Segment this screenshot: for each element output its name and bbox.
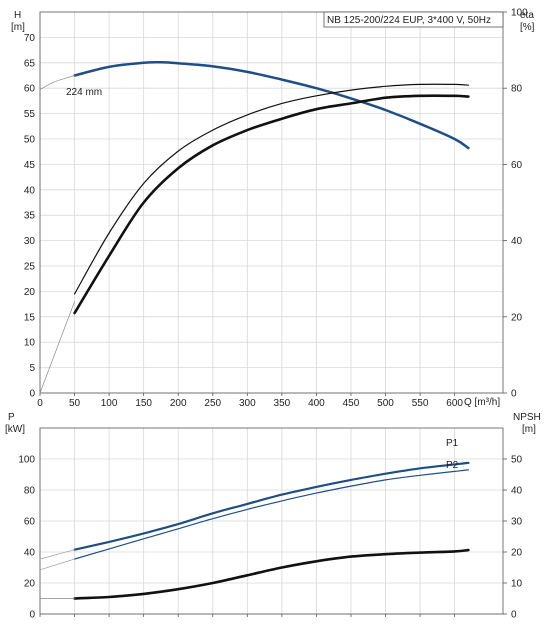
bot-right-tick-label-0: 0 bbox=[511, 610, 517, 621]
p2-curve-label: P2 bbox=[446, 460, 459, 471]
bot-right-tick-label-20: 20 bbox=[511, 548, 523, 559]
eta-axis-title: eta bbox=[520, 10, 534, 21]
top-x-tick-label-300: 300 bbox=[239, 398, 256, 409]
top-right-tick-label-60: 60 bbox=[511, 160, 523, 171]
top-x-tick-label-0: 0 bbox=[37, 398, 43, 409]
head-axis-unit: [m] bbox=[11, 22, 25, 33]
top-x-tick-label-250: 250 bbox=[204, 398, 221, 409]
top-right-tick-labels: 0 20 40 60 80 100 bbox=[503, 8, 528, 400]
top-series-line-1 bbox=[39, 75, 75, 91]
top-left-tick-label-65: 65 bbox=[24, 58, 36, 69]
bot-series-line-3 bbox=[39, 558, 75, 571]
top-x-tick-label-550: 550 bbox=[412, 398, 429, 409]
top-right-tick-label-40: 40 bbox=[511, 236, 523, 247]
top-x-tick-label-400: 400 bbox=[308, 398, 325, 409]
top-left-tick-label-20: 20 bbox=[24, 287, 36, 298]
bottom-left-tick-labels: 0 20 40 60 80 100 bbox=[18, 455, 35, 621]
top-x-tick-label-450: 450 bbox=[343, 398, 360, 409]
bottom-right-tick-labels: 0 10 20 30 40 50 bbox=[503, 455, 523, 621]
bottom-series-group bbox=[39, 461, 470, 600]
bot-left-tick-label-60: 60 bbox=[24, 517, 36, 528]
bot-left-tick-label-100: 100 bbox=[18, 455, 35, 466]
top-right-tick-label-80: 80 bbox=[511, 84, 523, 95]
top-left-tick-label-60: 60 bbox=[24, 84, 36, 95]
top-x-tick-label-200: 200 bbox=[170, 398, 187, 409]
bot-series-line-1 bbox=[74, 469, 469, 560]
top-x-tick-label-600: 600 bbox=[446, 398, 463, 409]
top-x-tick-label-50: 50 bbox=[69, 398, 81, 409]
bot-series-line-2 bbox=[39, 549, 75, 560]
npsh-axis-unit: [m] bbox=[522, 424, 536, 435]
top-left-tick-label-55: 55 bbox=[24, 109, 36, 120]
top-left-tick-label-35: 35 bbox=[24, 211, 36, 222]
top-x-tick-label-500: 500 bbox=[377, 398, 394, 409]
top-x-tick-label-350: 350 bbox=[274, 398, 291, 409]
chart-title: NB 125-200/224 EUP, 3*400 V, 50Hz bbox=[327, 15, 491, 26]
top-right-tick-label-20: 20 bbox=[511, 312, 523, 323]
bot-left-tick-label-80: 80 bbox=[24, 486, 36, 497]
head-efficiency-panel: 0 5 10 15 20 25 30 35 40 45 50 55 60 65 70 0 20 40 60 80 10… bbox=[11, 8, 535, 410]
top-series-line-3 bbox=[73, 94, 470, 315]
eta-axis-unit: [%] bbox=[520, 22, 535, 33]
impeller-diameter-label: 224 mm bbox=[66, 87, 102, 98]
bot-left-tick-label-0: 0 bbox=[29, 610, 35, 621]
top-series-line-2 bbox=[74, 83, 469, 295]
power-npsh-panel: 0 20 40 60 80 100 0 10 20 30 40 50 P [kW] NPSH [m]… bbox=[5, 412, 541, 621]
top-left-tick-label-25: 25 bbox=[24, 262, 36, 273]
top-left-tick-labels: 0 5 10 15 20 25 30 35 40 45 50 55 60 65 70 bbox=[24, 33, 36, 400]
top-series-line-4 bbox=[39, 301, 75, 394]
top-right-tick-label-100: 100 bbox=[511, 8, 528, 19]
top-series-line-0 bbox=[73, 60, 470, 150]
bot-left-tick-label-20: 20 bbox=[24, 579, 36, 590]
bot-right-tick-label-10: 10 bbox=[511, 579, 523, 590]
bot-series-line-0 bbox=[73, 461, 470, 551]
top-x-tick-labels: 0 50 100 150 200 250 300 350 400 450 500 550 600 bbox=[37, 398, 463, 409]
top-left-tick-label-50: 50 bbox=[24, 135, 36, 146]
head-axis-title: H bbox=[14, 10, 21, 21]
top-left-tick-label-45: 45 bbox=[24, 160, 36, 171]
top-series-group bbox=[39, 60, 470, 394]
bot-right-tick-label-30: 30 bbox=[511, 517, 523, 528]
bot-series-line-4 bbox=[73, 548, 470, 600]
p1-curve-label: P1 bbox=[446, 438, 459, 449]
top-left-tick-label-5: 5 bbox=[29, 363, 35, 374]
bot-left-tick-label-40: 40 bbox=[24, 548, 36, 559]
top-x-tick-label-100: 100 bbox=[101, 398, 118, 409]
bot-right-tick-label-50: 50 bbox=[511, 455, 523, 466]
flow-axis-title: Q [m³/h] bbox=[464, 397, 500, 408]
power-axis-unit: [kW] bbox=[5, 424, 25, 435]
top-left-tick-label-15: 15 bbox=[24, 312, 36, 323]
npsh-axis-title: NPSH bbox=[513, 412, 541, 423]
top-left-tick-label-30: 30 bbox=[24, 236, 36, 247]
top-left-tick-label-0: 0 bbox=[29, 389, 35, 400]
top-left-tick-label-70: 70 bbox=[24, 33, 36, 44]
power-axis-title: P bbox=[8, 412, 15, 423]
top-left-tick-label-10: 10 bbox=[24, 338, 36, 349]
top-x-tick-label-150: 150 bbox=[135, 398, 152, 409]
bot-right-tick-label-40: 40 bbox=[511, 486, 523, 497]
title-box bbox=[323, 11, 504, 28]
top-left-tick-label-40: 40 bbox=[24, 185, 36, 196]
top-right-tick-label-0: 0 bbox=[511, 389, 517, 400]
top-plot-frame bbox=[39, 11, 504, 394]
